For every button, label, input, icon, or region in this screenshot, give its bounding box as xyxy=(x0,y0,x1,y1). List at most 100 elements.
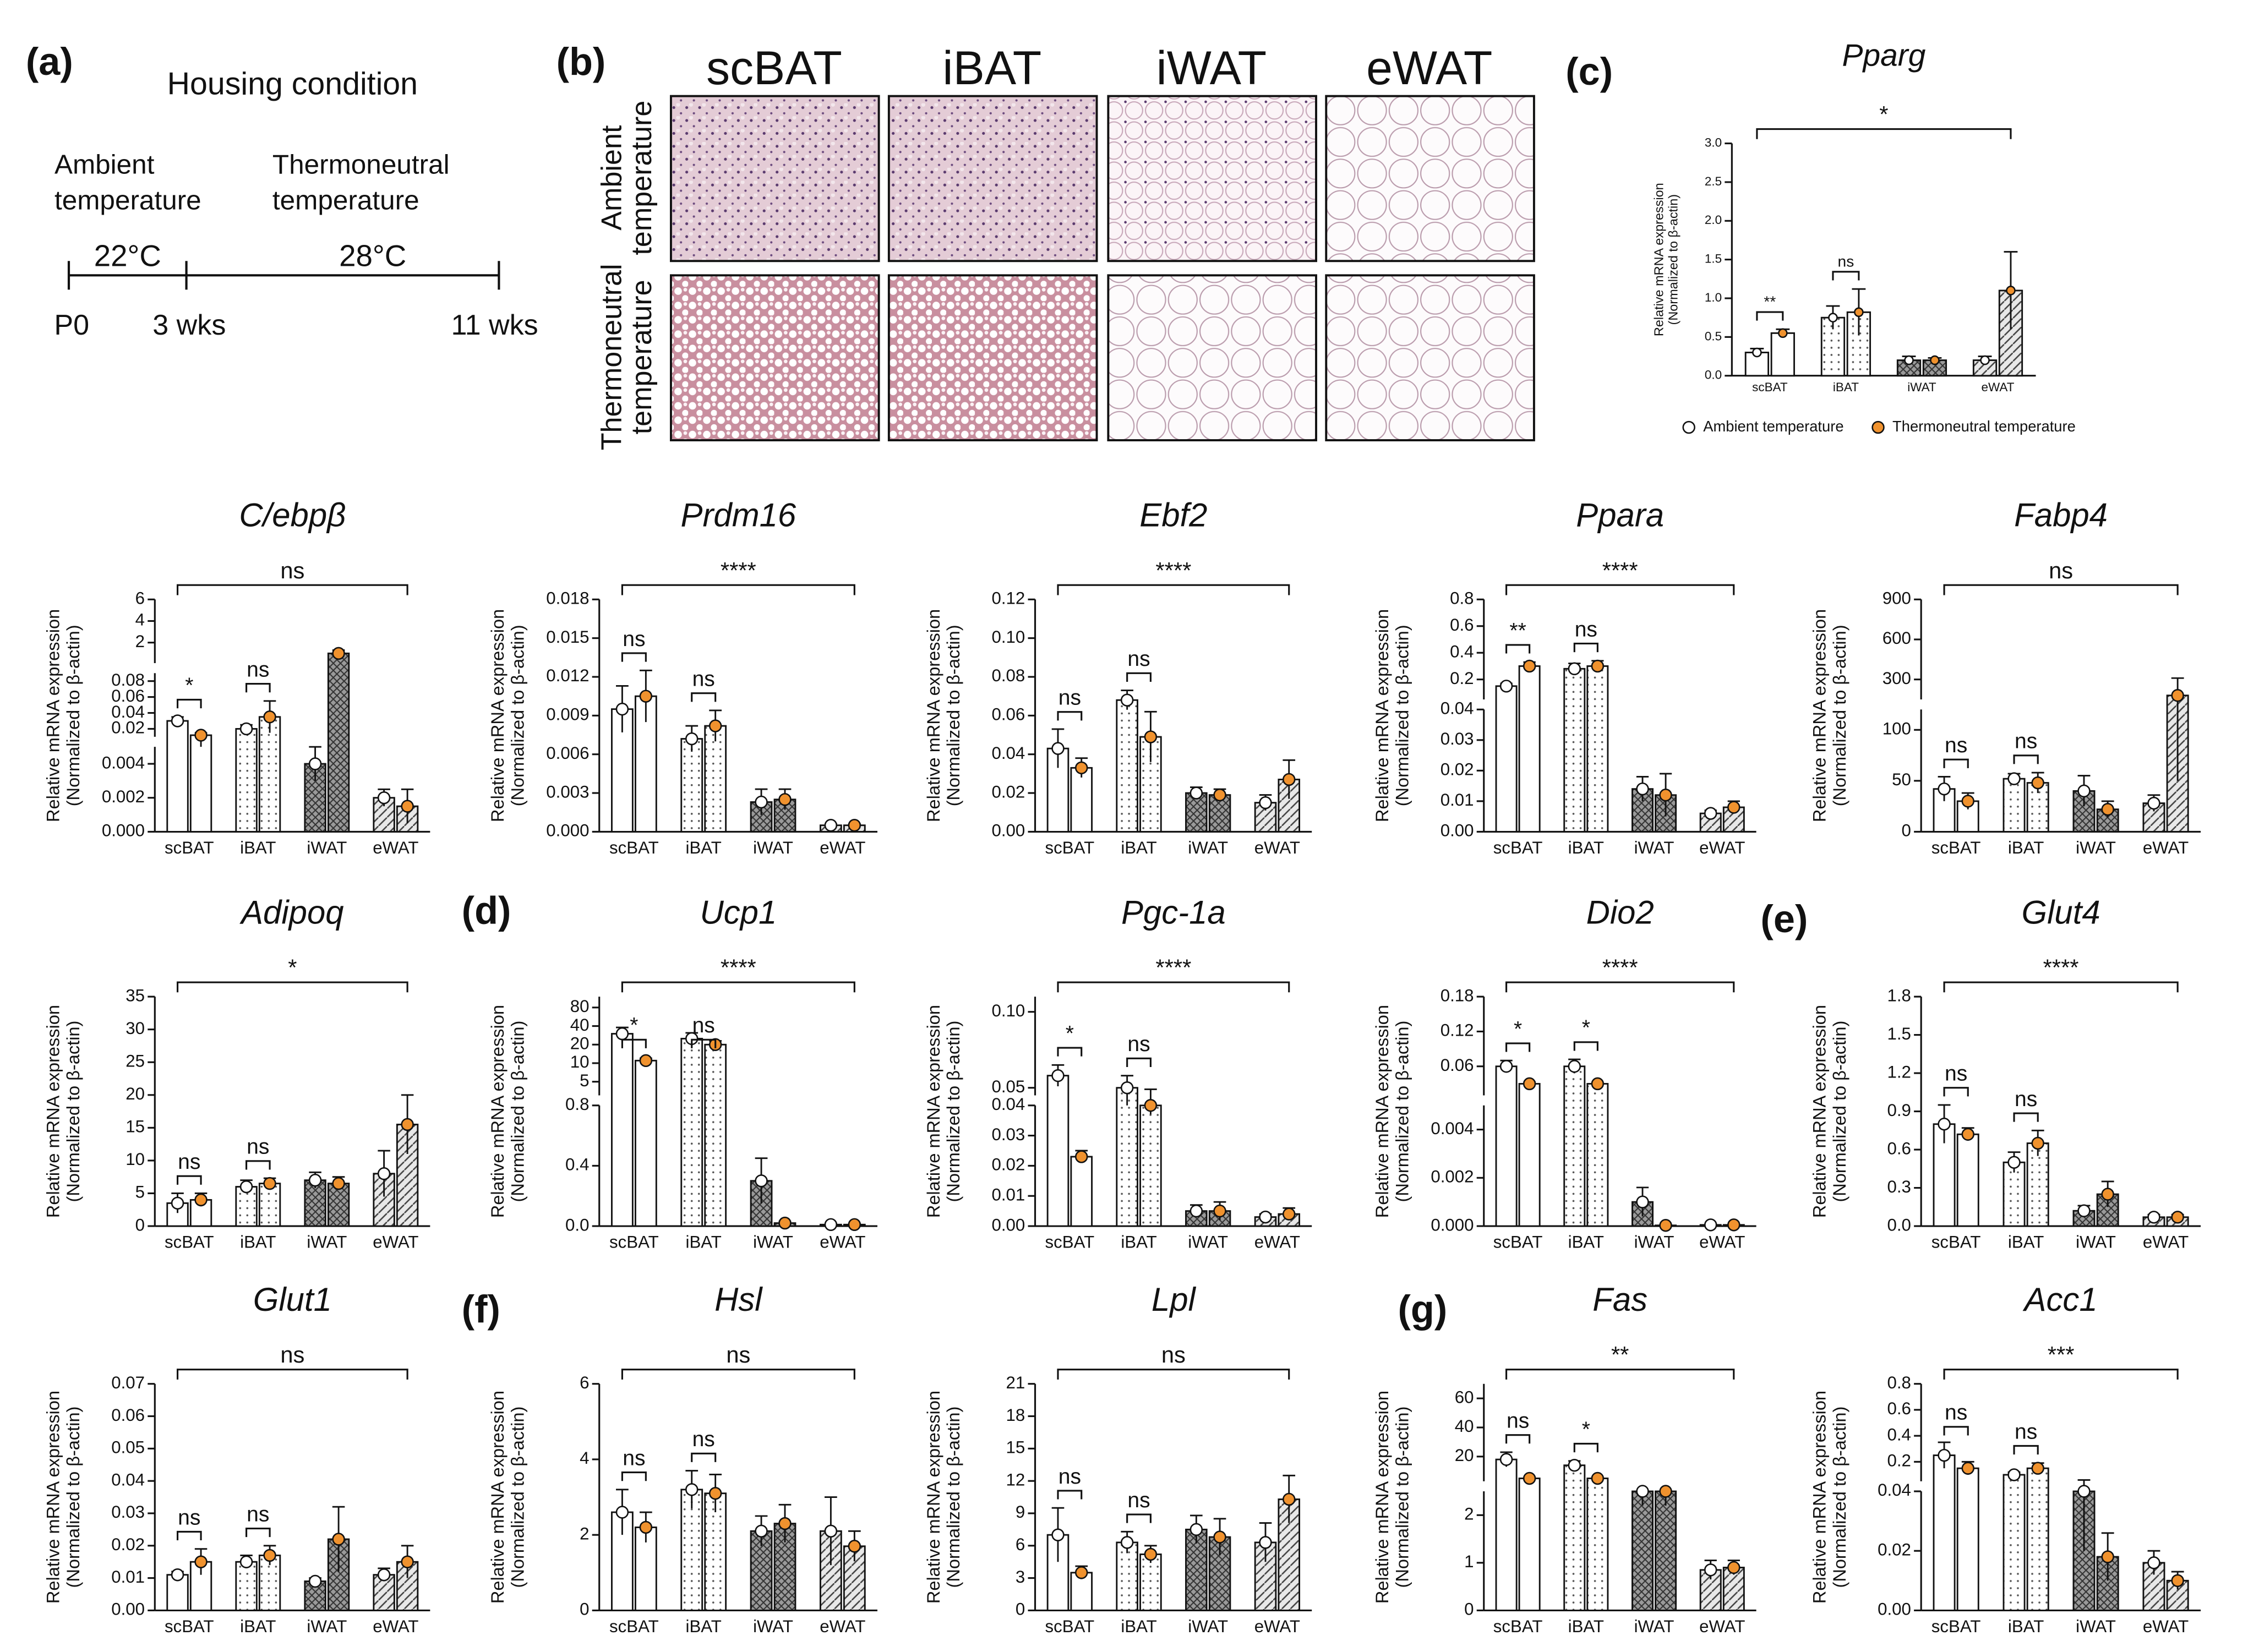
x-tick-label: scBAT xyxy=(1931,1233,1981,1252)
mean-dot xyxy=(1938,782,1951,796)
y-tick-label: 18 xyxy=(1006,1405,1025,1425)
y-axis-label: (Normalized to β-actin) xyxy=(943,625,963,806)
mean-dot xyxy=(848,1218,861,1232)
mean-dot xyxy=(685,732,699,746)
x-tick-label: scBAT xyxy=(1045,1233,1095,1252)
significance-bracket xyxy=(1505,1369,1735,1380)
significance-label: ns xyxy=(692,668,715,691)
y-tick-label: 0.004 xyxy=(1431,1119,1474,1138)
y-tick-label: 0.5 xyxy=(1705,329,1722,343)
y-tick-label: 0.000 xyxy=(102,821,145,840)
legend-marker xyxy=(1871,420,1885,434)
y-tick-label: 0.02 xyxy=(1878,1540,1911,1559)
x-tick-label: iBAT xyxy=(1568,1617,1604,1636)
mean-dot xyxy=(1854,307,1864,318)
x-tick-label: iBAT xyxy=(240,1617,276,1636)
y-tick-label: 0.03 xyxy=(111,1502,145,1522)
mean-dot xyxy=(615,1506,629,1519)
chart-title: Hsl xyxy=(714,1281,763,1318)
mean-dot xyxy=(1074,761,1088,775)
significance-label: ns xyxy=(1127,1489,1150,1512)
mean-dot xyxy=(1283,773,1296,786)
x-tick-label: iBAT xyxy=(240,838,276,857)
y-tick-label: 60 xyxy=(1455,1387,1474,1407)
bar xyxy=(680,738,703,833)
y-tick-label: 9 xyxy=(1016,1502,1025,1522)
mean-dot xyxy=(1930,355,1940,365)
mean-dot xyxy=(2007,1468,2021,1481)
y-axis-label: Relative mRNA expression xyxy=(43,1391,63,1604)
significance-label: ns xyxy=(2015,730,2037,753)
significance-bracket xyxy=(176,1175,202,1185)
mean-dot xyxy=(755,1524,768,1538)
y-axis-label: (Normalized to β-actin) xyxy=(1666,194,1680,325)
chart-title: Fabp4 xyxy=(2014,497,2108,534)
mean-dot xyxy=(755,795,768,809)
y-tick-label: 0.12 xyxy=(1441,1021,1474,1040)
y-tick-label: 0.2 xyxy=(1450,669,1474,688)
bar xyxy=(258,716,281,833)
x-tick-label: iBAT xyxy=(1833,380,1859,394)
mean-dot xyxy=(171,714,184,727)
significance-label: **** xyxy=(1155,955,1191,981)
chart-title: Dio2 xyxy=(1586,894,1654,931)
bar xyxy=(1655,1490,1677,1611)
x-tick-label: scBAT xyxy=(609,1233,659,1252)
significance-bracket xyxy=(1126,672,1152,682)
significance-bracket xyxy=(1126,1513,1152,1523)
y-axis-label: (Normalized to β-actin) xyxy=(1830,625,1849,806)
y-tick-label: 0.01 xyxy=(111,1567,145,1587)
y-tick-label: 1.5 xyxy=(1887,1024,1911,1043)
significance-label: ns xyxy=(1507,1409,1529,1433)
x-tick-label: iWAT xyxy=(753,1617,793,1636)
y-tick-label: 35 xyxy=(126,986,145,1005)
y-tick-label: 0.9 xyxy=(1887,1101,1911,1120)
chart-title: Lpl xyxy=(1152,1281,1197,1318)
mean-dot xyxy=(778,1216,792,1230)
bar xyxy=(704,1043,727,1227)
x-tick-label: scBAT xyxy=(1045,1617,1095,1636)
significance-bracket xyxy=(1943,981,2179,993)
significance-label: ns xyxy=(1838,253,1854,270)
bar xyxy=(1563,1464,1586,1611)
panel-label: (g) xyxy=(1398,1287,1447,1331)
mean-dot xyxy=(1190,1204,1203,1218)
x-tick-label: eWAT xyxy=(1254,1617,1300,1636)
y-tick-label: 0.6 xyxy=(1887,1139,1911,1158)
mean-dot xyxy=(1259,1210,1272,1224)
significance-bracket xyxy=(176,1530,202,1541)
y-tick-label: 1.5 xyxy=(1705,252,1722,266)
y-axis-label: (Normalized to β-actin) xyxy=(1392,1407,1412,1588)
significance-bracket xyxy=(176,584,408,595)
significance-label: **** xyxy=(721,955,756,981)
y-axis-label: Relative mRNA expression xyxy=(43,1005,63,1218)
y-tick-label: 50 xyxy=(1892,770,1911,789)
chart-title: Fas xyxy=(1592,1281,1647,1318)
x-tick-label: scBAT xyxy=(1045,838,1095,857)
y-axis-label: Relative mRNA expression xyxy=(43,609,63,822)
x-tick-label: iBAT xyxy=(1121,1617,1156,1636)
x-tick-label: eWAT xyxy=(820,1617,865,1636)
y-tick-label: 1.0 xyxy=(1705,291,1722,304)
significance-bracket xyxy=(1505,1434,1531,1444)
significance-label: ns xyxy=(2015,1087,2037,1111)
bar xyxy=(2003,1161,2026,1227)
y-tick-label: 0.10 xyxy=(991,627,1025,647)
row-label: Thermoneutral xyxy=(596,264,628,450)
y-tick-label: 900 xyxy=(1883,589,1911,608)
y-tick-label: 0.04 xyxy=(1878,1480,1911,1500)
significance-bracket xyxy=(1505,1042,1531,1052)
mean-dot xyxy=(263,1177,276,1190)
x-tick-label: iWAT xyxy=(1907,380,1936,394)
y-tick-label: 0.003 xyxy=(546,782,589,801)
y-tick-label: 0.12 xyxy=(991,589,1025,608)
mean-dot xyxy=(2101,1188,2114,1201)
mean-dot xyxy=(1704,1563,1717,1577)
y-tick-label: 0.8 xyxy=(565,1095,589,1114)
mean-dot xyxy=(2031,1462,2044,1475)
significance-label: ns xyxy=(2049,557,2073,583)
mean-dot xyxy=(308,757,322,770)
mean-dot xyxy=(1591,1077,1605,1091)
mean-dot xyxy=(377,1568,391,1582)
significance-label: *** xyxy=(2048,1342,2075,1367)
